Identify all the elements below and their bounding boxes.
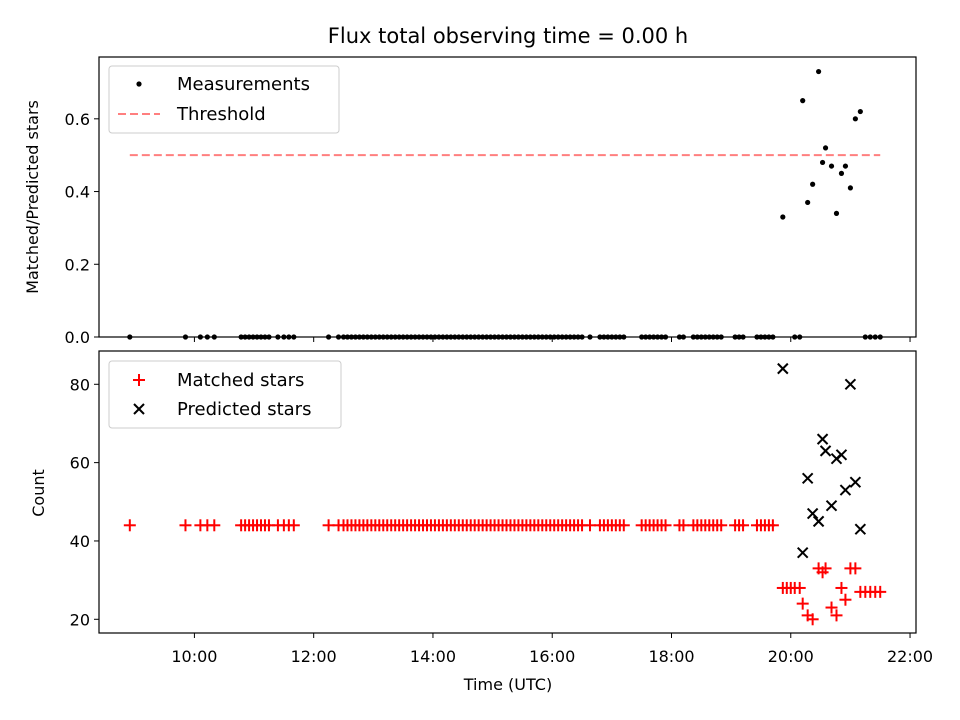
matched-star-point <box>179 519 192 532</box>
matched-star-point <box>715 519 728 532</box>
measurement-point <box>852 116 858 122</box>
measurement-point <box>810 181 816 187</box>
x-b <box>796 547 809 559</box>
bottom-y-axis-label: Count <box>29 469 48 517</box>
x-axis-label: Time (UTC) <box>463 675 552 694</box>
x-b <box>801 472 814 484</box>
bottom-legend-box <box>108 360 342 429</box>
matched-star-point <box>737 519 750 532</box>
x-b <box>835 449 848 461</box>
bottom-y-ticks: 20 40 60 80 <box>70 375 99 629</box>
x-tick-label: 18:00 <box>648 647 694 666</box>
top-y-ticks: 0.0 0.2 0.4 0.6 <box>65 110 99 347</box>
bottom-x-ticks: 10:00 12:00 14:00 16:00 18:00 20:00 22:00 <box>171 633 933 666</box>
x-tick-label: 22:00 <box>887 647 933 666</box>
predicted-star-point <box>806 507 819 520</box>
x-b <box>816 433 829 445</box>
x-b <box>844 378 857 390</box>
top-legend-box <box>108 65 340 134</box>
x-b <box>777 362 789 375</box>
legend-matched-label: Matched stars <box>177 370 304 391</box>
x-b <box>819 445 832 457</box>
legend-measurements-marker <box>136 81 142 87</box>
top-axes-frame <box>98 56 917 338</box>
matched-star-point <box>835 581 848 594</box>
matched-star-point <box>825 601 838 614</box>
measurement-point <box>780 214 786 220</box>
measurement-point <box>819 159 826 166</box>
matched-star-point <box>830 609 843 622</box>
predicted-star-point <box>801 472 814 484</box>
legend-predicted-label: Predicted stars <box>177 399 311 420</box>
x-b <box>854 523 867 535</box>
y-tick-label: 0.6 <box>65 110 90 129</box>
y-tick-label: 40 <box>70 532 90 551</box>
matched-star-point <box>819 562 832 575</box>
x-tick-label: 20:00 <box>768 647 814 666</box>
measurement-point <box>815 68 822 75</box>
x-tick-label: 10:00 <box>171 647 217 666</box>
top-legend: Measurements Threshold <box>108 65 340 134</box>
measurement-point <box>828 163 835 169</box>
predicted-star-point <box>854 523 867 535</box>
predicted-star-point <box>812 515 825 528</box>
legend-threshold-label: Threshold <box>176 104 266 125</box>
x-b <box>806 507 819 520</box>
matched-star-point <box>874 585 887 598</box>
matched-star-point <box>796 597 809 610</box>
top-panel: Flux total observing time = 0.00 h Match… <box>23 24 917 347</box>
y-tick-label: 0.4 <box>65 183 90 202</box>
matched-star-point <box>849 562 862 575</box>
bottom-axes-frame <box>98 350 917 634</box>
legend-measurements-label: Measurements <box>177 74 310 95</box>
y-tick-label: 80 <box>70 375 90 394</box>
bottom-panel: Count Time (UTC) 20 40 60 80 10:00 12:00 14:0… <box>29 350 933 694</box>
y-tick-label: 20 <box>70 610 90 629</box>
matched-star-point <box>793 581 806 594</box>
measurement-points <box>127 68 883 340</box>
measurement-point <box>822 145 829 151</box>
measurement-point <box>833 210 840 216</box>
predicted-star-point <box>835 449 848 461</box>
matched-star-point <box>123 519 136 532</box>
bottom-legend: Matched stars Predicted stars <box>108 360 342 429</box>
top-y-axis-label: Matched/Predicted stars <box>23 100 42 294</box>
x-tick-label: 12:00 <box>291 647 337 666</box>
predicted-star-point <box>825 500 838 512</box>
x-b <box>825 500 838 512</box>
measurement-point <box>842 163 849 169</box>
y-tick-label: 0.2 <box>65 255 90 274</box>
count-points <box>123 362 887 626</box>
y-tick-label: 60 <box>70 454 90 473</box>
measurement-point <box>805 199 811 206</box>
predicted-star-point <box>816 433 829 445</box>
measurement-point <box>857 108 863 115</box>
x-b <box>812 515 825 528</box>
predicted-star-point <box>819 445 832 457</box>
matched-star-point <box>617 519 630 532</box>
matched-star-point <box>766 519 779 532</box>
x-b <box>839 484 852 496</box>
chart-title: Flux total observing time = 0.00 h <box>328 24 688 48</box>
matched-star-point <box>208 519 221 532</box>
predicted-star-point <box>839 484 852 496</box>
matched-star-point <box>839 593 852 606</box>
legend-predicted-marker <box>133 403 145 415</box>
x-b <box>849 476 862 488</box>
y-tick-label: 0.0 <box>65 328 90 347</box>
x-tick-label: 14:00 <box>410 647 456 666</box>
measurement-point <box>847 185 854 191</box>
predicted-star-point <box>777 362 789 375</box>
legend-matched-marker <box>133 374 145 386</box>
predicted-star-point <box>849 476 862 488</box>
matched-star-point <box>287 519 300 532</box>
predicted-star-point <box>796 547 809 559</box>
measurement-point <box>838 170 845 176</box>
predicted-star-point <box>844 378 857 390</box>
measurement-point <box>800 98 806 104</box>
matched-star-point <box>806 613 819 626</box>
matched-star-point <box>659 519 672 532</box>
x-tick-label: 16:00 <box>529 647 575 666</box>
